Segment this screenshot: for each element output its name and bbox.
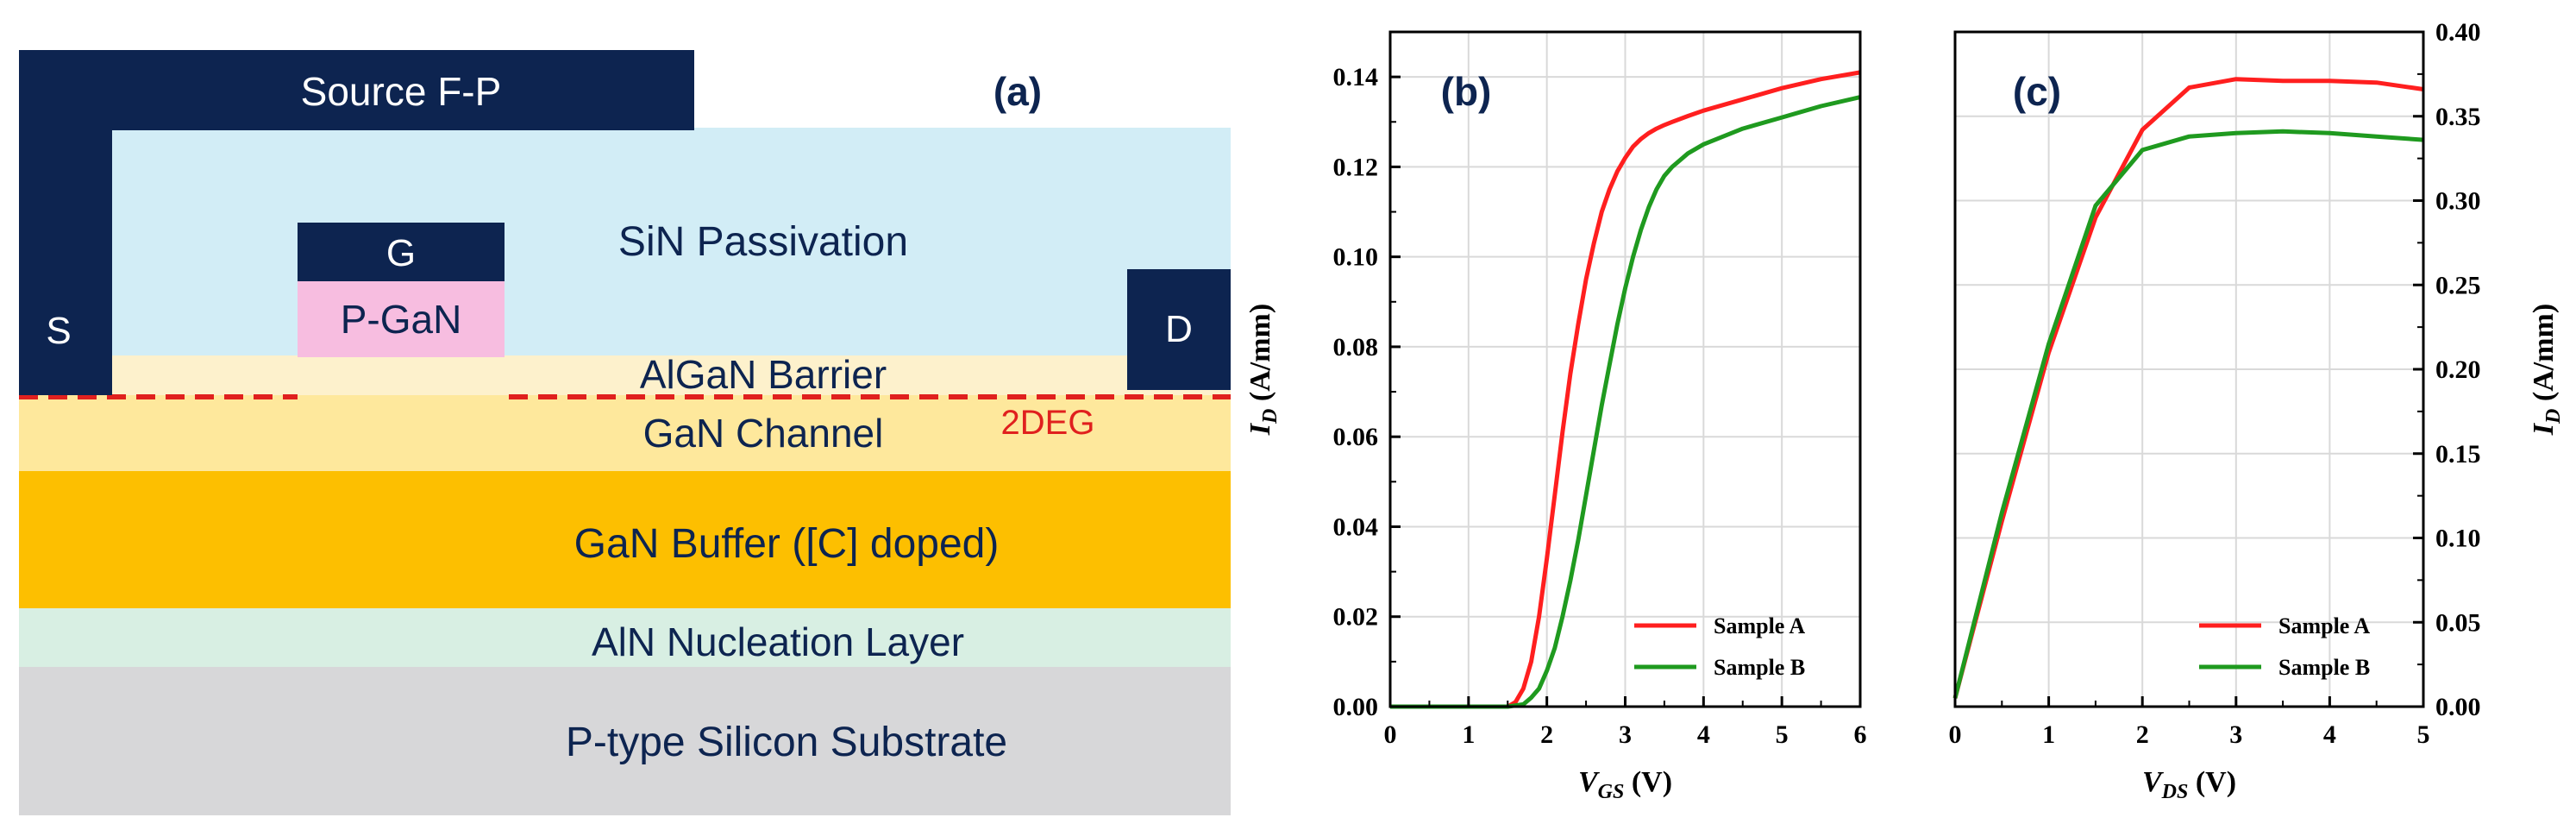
y-tick-label: 0.00 [1333,693,1379,721]
y-axis-title-unit: (A/mm) [1244,304,1276,409]
x-axis-title-main: V [1578,766,1600,798]
y-tick-label: 0.10 [2435,525,2481,553]
source-fp-label: Source F-P [301,69,502,114]
algan-barrier-layer [19,355,1231,395]
y-tick-label: 0.06 [1333,423,1379,451]
x-tick-label: 0 [1949,720,1962,749]
y-tick-label: 0.02 [1333,603,1379,632]
y-tick-label: 0.20 [2435,355,2481,384]
x-axis-title-main: V [2142,766,2164,798]
y-axis-title: ID (A/mm) [2528,304,2565,436]
panel-tag: (b) [1441,69,1492,114]
series-line-sample-b [1952,129,2424,699]
x-axis-title-unit: (V) [1624,766,1672,798]
x-tick-label: 6 [1854,720,1867,749]
gan-channel-layer [19,395,1231,471]
drain-contact [1127,269,1231,390]
x-tick-label: 0 [1384,720,1397,749]
x-axis-title: VGS (V) [1578,766,1672,803]
legend-label: Sample A [1714,613,1805,638]
aln-label: AlN Nucleation Layer [592,619,964,664]
panel-a-device-cross-section: Source F-P S G D P-GaN SiN Passivation A… [19,50,1231,815]
legend-label: Sample B [1714,655,1805,680]
y-tick-label: 0.00 [2435,693,2481,721]
y-tick-label: 0.35 [2435,103,2481,131]
x-axis-title: VDS (V) [2142,766,2236,803]
legend-label: Sample B [2278,655,2370,680]
y-axis-title-main: I [1244,422,1276,436]
y-axis-title-unit: (A/mm) [2528,304,2560,409]
x-tick-label: 5 [1776,720,1789,749]
x-tick-label: 3 [2229,720,2242,749]
x-axis-title-sub: DS [2161,781,2189,803]
series-line-sample-a [1952,77,2424,699]
y-tick-label: 0.15 [2435,440,2481,468]
legend-label: Sample A [2278,613,2370,638]
x-tick-label: 1 [1462,720,1475,749]
y-axis-title-sub: D [1259,409,1282,424]
y-tick-label: 0.04 [1333,512,1379,541]
substrate-layer [19,667,1231,815]
y-axis-title-sub: D [2542,409,2565,424]
chart-c: 0 1 2 3 4 50.00 0.05 0.10 0.15 0.20 0.25 0.30 0.35 0.… [1949,18,2566,803]
y-tick-label: 0.10 [1333,243,1379,272]
aln-nucleation-layer [19,608,1231,667]
gan-channel-label: GaN Channel [643,411,884,456]
x-axis-title-sub: GS [1598,781,1625,803]
x-tick-label: 2 [2136,720,2149,749]
x-tick-label: 1 [2042,720,2055,749]
series-line-sample-a [1390,70,1861,709]
y-axis-title: ID (A/mm) [1244,304,1282,436]
sin-label: SiN Passivation [618,219,908,265]
gan-buffer-label: GaN Buffer ([C] doped) [574,521,1000,567]
y-axis-title-main: I [2528,422,2560,436]
x-tick-label: 5 [2417,720,2430,749]
panel-a-tag: (a) [993,69,1042,114]
x-tick-label: 4 [1697,720,1710,749]
series-line-sample-b [1390,95,1861,709]
gate-contact [298,223,505,281]
source-field-plate [19,50,694,130]
substrate-label: P-type Silicon Substrate [566,720,1007,765]
y-tick-label: 0.05 [2435,608,2481,637]
source-label: S [46,310,71,352]
pgan-label: P-GaN [341,297,462,342]
twodeg-label: 2DEG [1001,404,1095,442]
x-tick-label: 2 [1540,720,1553,749]
y-tick-label: 0.25 [2435,271,2481,299]
y-tick-label: 0.12 [1333,153,1379,181]
gan-buffer-layer [19,471,1231,608]
algan-label: AlGaN Barrier [640,352,887,397]
x-tick-label: 3 [1619,720,1632,749]
source-contact [19,50,112,395]
gate-label: G [386,232,416,274]
y-tick-label: 0.40 [2435,18,2481,47]
y-tick-label: 0.08 [1333,333,1379,362]
chart-b: 0 1 2 3 4 5 6 0.00 0.02 0.04 0.06 0.08 0.10 0.12 0.14 V… [1244,30,1867,803]
pgan-layer [298,281,505,357]
drain-label: D [1165,308,1193,350]
panel-tag: (c) [2013,69,2061,114]
y-tick-label: 0.14 [1333,63,1379,91]
x-axis-title-unit: (V) [2188,766,2236,798]
y-tick-label: 0.30 [2435,187,2481,216]
x-tick-label: 4 [2323,720,2336,749]
